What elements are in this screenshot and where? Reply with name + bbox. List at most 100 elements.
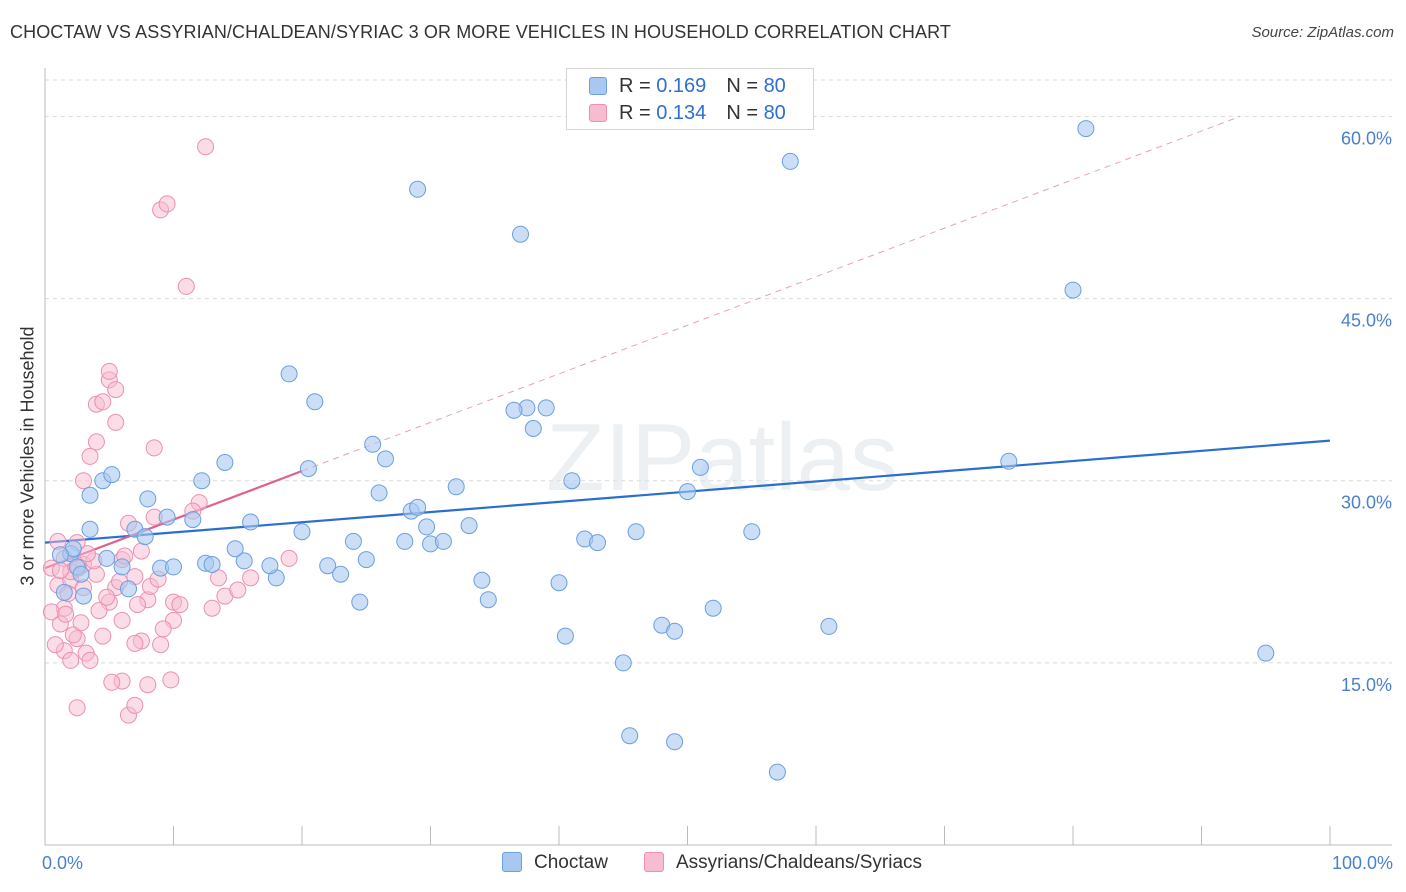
legend-r-label: R =	[619, 102, 657, 124]
point-assyrians	[229, 581, 247, 599]
x-tick-label: 0.0%	[42, 853, 83, 873]
point-choctaw	[55, 583, 73, 601]
legend-n-label: N =	[726, 102, 764, 124]
legend-n-value: 80	[763, 102, 786, 124]
watermark: ZIPatlas	[546, 404, 898, 511]
point-assyrians	[126, 634, 144, 652]
point-assyrians	[64, 626, 82, 644]
legend-r-label: R =	[619, 75, 657, 97]
point-choctaw	[556, 627, 574, 645]
y-axis-label: 3 or more Vehicles in Household	[17, 326, 38, 586]
point-choctaw	[158, 508, 176, 526]
legend-n-label: N =	[726, 75, 764, 97]
bottom-legend-label-choctaw: Choctaw	[534, 852, 608, 873]
point-choctaw	[418, 518, 436, 536]
point-choctaw	[139, 490, 157, 508]
point-assyrians	[177, 277, 195, 295]
point-choctaw	[409, 180, 427, 198]
point-assyrians	[139, 676, 157, 694]
point-choctaw	[377, 450, 394, 468]
point-choctaw	[820, 617, 838, 635]
point-assyrians	[98, 588, 116, 606]
point-assyrians	[162, 671, 180, 689]
point-choctaw	[1257, 644, 1275, 662]
legend-row-assyrians: R = 0.134 N = 80	[589, 102, 786, 126]
point-assyrians	[145, 439, 163, 457]
point-assyrians	[280, 549, 298, 567]
y-tick-label: 15.0%	[1341, 675, 1392, 695]
point-choctaw	[364, 435, 382, 453]
point-assyrians	[68, 699, 86, 717]
point-choctaw	[203, 556, 221, 573]
point-choctaw	[512, 225, 529, 243]
point-assyrians	[90, 602, 108, 620]
point-choctaw	[98, 549, 116, 567]
point-choctaw	[704, 599, 722, 617]
legend-row-choctaw: R = 0.169 N = 80	[589, 75, 786, 99]
point-assyrians	[87, 433, 105, 451]
point-choctaw	[193, 472, 211, 490]
point-choctaw	[614, 654, 632, 672]
point-choctaw	[72, 565, 90, 583]
point-assyrians	[94, 393, 112, 411]
point-choctaw	[743, 523, 761, 541]
stats-legend: R = 0.169 N = 80 R = 0.134 N = 80	[566, 68, 814, 130]
bottom-legend-swatch-pink	[644, 852, 664, 872]
point-choctaw	[447, 478, 465, 496]
point-assyrians	[42, 603, 60, 621]
point-choctaw	[165, 558, 182, 576]
point-choctaw	[306, 393, 324, 411]
point-choctaw	[434, 532, 452, 550]
point-assyrians	[57, 605, 75, 623]
bottom-legend-assyrians: Assyrians/Chaldeans/Syriacs	[644, 852, 922, 874]
point-assyrians	[107, 381, 125, 399]
point-choctaw	[344, 532, 362, 550]
point-choctaw	[621, 727, 639, 745]
x-tick-label: 100.0%	[1332, 853, 1393, 873]
point-choctaw	[460, 517, 478, 535]
point-choctaw	[235, 552, 253, 570]
point-assyrians	[81, 447, 99, 465]
legend-swatch-blue	[589, 77, 607, 95]
point-choctaw	[563, 472, 581, 490]
point-choctaw	[293, 523, 311, 541]
point-assyrians	[113, 611, 131, 629]
series-choctaw-points	[51, 120, 1275, 781]
point-choctaw	[479, 591, 497, 609]
point-choctaw	[679, 483, 696, 501]
legend-r-value: 0.134	[656, 102, 707, 124]
point-assyrians	[72, 614, 90, 632]
point-assyrians	[100, 362, 118, 380]
point-choctaw	[299, 460, 317, 478]
point-choctaw	[589, 534, 606, 552]
point-assyrians	[171, 596, 189, 614]
bottom-legend-label-assyrians: Assyrians/Chaldeans/Syriacs	[676, 852, 923, 873]
point-choctaw	[666, 622, 684, 640]
point-choctaw	[184, 511, 202, 529]
point-assyrians	[51, 562, 69, 580]
point-choctaw	[136, 528, 154, 546]
point-assyrians	[154, 620, 172, 638]
point-choctaw	[505, 401, 523, 419]
point-assyrians	[158, 195, 176, 213]
point-choctaw	[768, 763, 786, 781]
point-assyrians	[94, 627, 112, 645]
point-assyrians	[46, 636, 64, 654]
point-assyrians	[126, 696, 144, 714]
axes	[44, 68, 1392, 846]
point-assyrians	[75, 472, 92, 490]
point-assyrians	[62, 651, 80, 669]
point-choctaw	[261, 557, 279, 575]
legend-swatch-pink	[589, 104, 607, 122]
point-choctaw	[120, 580, 137, 598]
point-choctaw	[81, 486, 99, 504]
point-choctaw	[75, 587, 92, 605]
point-choctaw	[550, 574, 568, 592]
point-assyrians	[132, 542, 150, 560]
point-choctaw	[216, 454, 234, 471]
point-choctaw	[280, 365, 298, 383]
point-choctaw	[357, 551, 375, 569]
point-choctaw	[1077, 120, 1095, 138]
point-choctaw	[81, 520, 99, 538]
bottom-legend-choctaw: Choctaw	[502, 852, 608, 874]
